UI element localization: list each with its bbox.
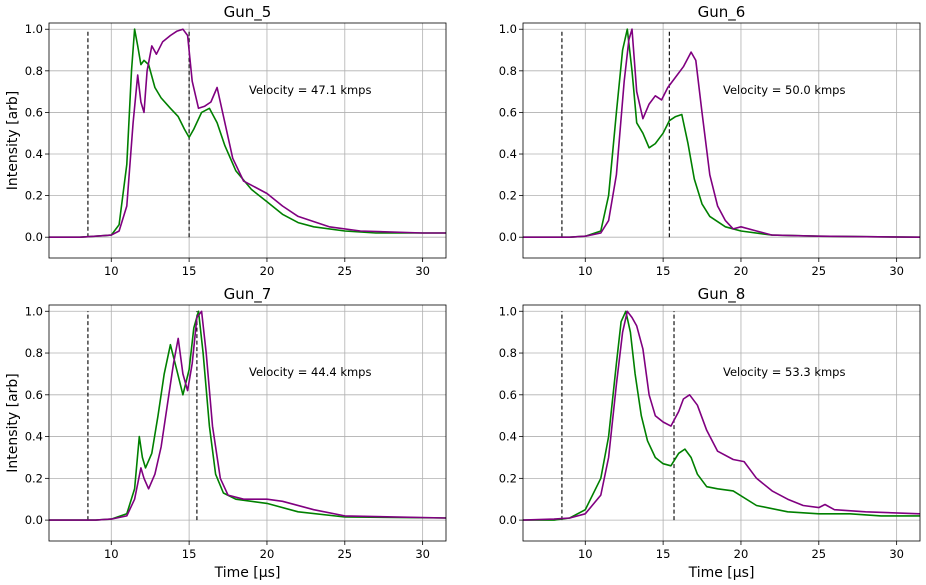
x-tick-label: 10 xyxy=(104,547,119,561)
panel-gun-8: 10 15 20 25 30 0.0 0.2 0.4 0.6 0.8 1.0 Gun_8 Velocit… xyxy=(499,285,921,581)
x-axis-label: Time [μs] xyxy=(688,565,755,581)
x-tick-label: 25 xyxy=(811,547,826,561)
x-tick-label: 10 xyxy=(578,264,593,278)
velocity-annotation: Velocity = 50.0 kmps xyxy=(723,83,845,97)
x-tick-label: 15 xyxy=(182,264,197,278)
y-tick-label: 0.2 xyxy=(499,189,517,203)
x-tick-label: 30 xyxy=(889,264,904,278)
y-tick-label: 0.4 xyxy=(499,147,517,161)
axes-frame xyxy=(48,304,447,542)
y-tick-label: 0.0 xyxy=(25,513,43,527)
series-line-green xyxy=(49,310,447,521)
chart-title: Gun_7 xyxy=(224,285,272,304)
y-tick-label: 0.8 xyxy=(499,346,517,360)
y-axis-label: Intensity [arb] xyxy=(5,373,21,473)
series-line-purple xyxy=(522,310,921,521)
y-tick-label: 0.8 xyxy=(25,64,43,78)
x-tick-label: 25 xyxy=(811,264,826,278)
x-tick-label: 15 xyxy=(656,264,671,278)
panel-gun-6: 10 15 20 25 30 0.0 0.2 0.4 0.6 0.8 1.0 Gun_6 Velocit… xyxy=(499,3,921,278)
x-tick-label: 25 xyxy=(337,264,352,278)
y-tick-label: 0.8 xyxy=(25,346,43,360)
y-tick-label: 0.8 xyxy=(499,64,517,78)
y-tick-label: 0.6 xyxy=(25,105,43,119)
x-tick-label: 30 xyxy=(889,547,904,561)
y-tick-label: 0.0 xyxy=(499,230,517,244)
y-tick-label: 0.0 xyxy=(499,513,517,527)
y-tick-label: 0.2 xyxy=(25,471,43,485)
series-line-purple xyxy=(49,28,446,238)
y-tick-label: 0.6 xyxy=(499,388,517,402)
axes-frame xyxy=(522,304,921,542)
y-tick-label: 0.6 xyxy=(499,105,517,119)
panel-gun-5: 10 15 20 25 30 0.0 0.2 0.4 0.6 0.8 1.0 Gun_5 Velocit… xyxy=(5,3,447,278)
series-line-green xyxy=(523,28,921,238)
velocity-annotation: Velocity = 53.3 kmps xyxy=(723,365,845,379)
x-tick-label: 20 xyxy=(260,547,275,561)
x-tick-label: 15 xyxy=(182,547,197,561)
y-axis-label: Intensity [arb] xyxy=(5,91,21,191)
x-tick-label: 15 xyxy=(656,547,671,561)
y-tick-label: 1.0 xyxy=(499,304,517,318)
x-tick-label: 30 xyxy=(415,264,430,278)
x-tick-label: 20 xyxy=(734,264,749,278)
x-tick-label: 10 xyxy=(578,547,593,561)
chart-title: Gun_6 xyxy=(698,3,746,22)
x-tick-label: 20 xyxy=(734,547,749,561)
panel-gun-7: 10 15 20 25 30 0.0 0.2 0.4 0.6 0.8 1.0 Gun_7 Velocit… xyxy=(5,285,447,581)
y-tick-label: 0.2 xyxy=(25,189,43,203)
x-tick-label: 30 xyxy=(415,547,430,561)
y-tick-label: 0.4 xyxy=(499,430,517,444)
chart-title: Gun_5 xyxy=(224,3,272,22)
y-tick-label: 0.6 xyxy=(25,388,43,402)
y-tick-label: 0.0 xyxy=(25,230,43,244)
y-tick-label: 1.0 xyxy=(25,22,43,36)
y-tick-label: 0.2 xyxy=(499,471,517,485)
y-tick-label: 0.4 xyxy=(25,430,43,444)
axes-frame xyxy=(48,22,447,259)
velocity-annotation: Velocity = 44.4 kmps xyxy=(249,365,371,379)
series-line-purple xyxy=(523,28,921,238)
series-line-green xyxy=(523,310,920,521)
velocity-annotation: Velocity = 47.1 kmps xyxy=(249,83,371,97)
x-tick-label: 25 xyxy=(337,547,352,561)
series-line-green xyxy=(49,28,446,238)
series-line-purple xyxy=(49,310,447,521)
x-tick-label: 10 xyxy=(104,264,119,278)
chart-title: Gun_8 xyxy=(698,285,746,304)
y-tick-label: 1.0 xyxy=(499,22,517,36)
axes-frame xyxy=(522,22,921,259)
x-tick-label: 20 xyxy=(260,264,275,278)
y-tick-label: 0.4 xyxy=(25,147,43,161)
y-tick-label: 1.0 xyxy=(25,304,43,318)
x-axis-label: Time [μs] xyxy=(214,565,281,581)
